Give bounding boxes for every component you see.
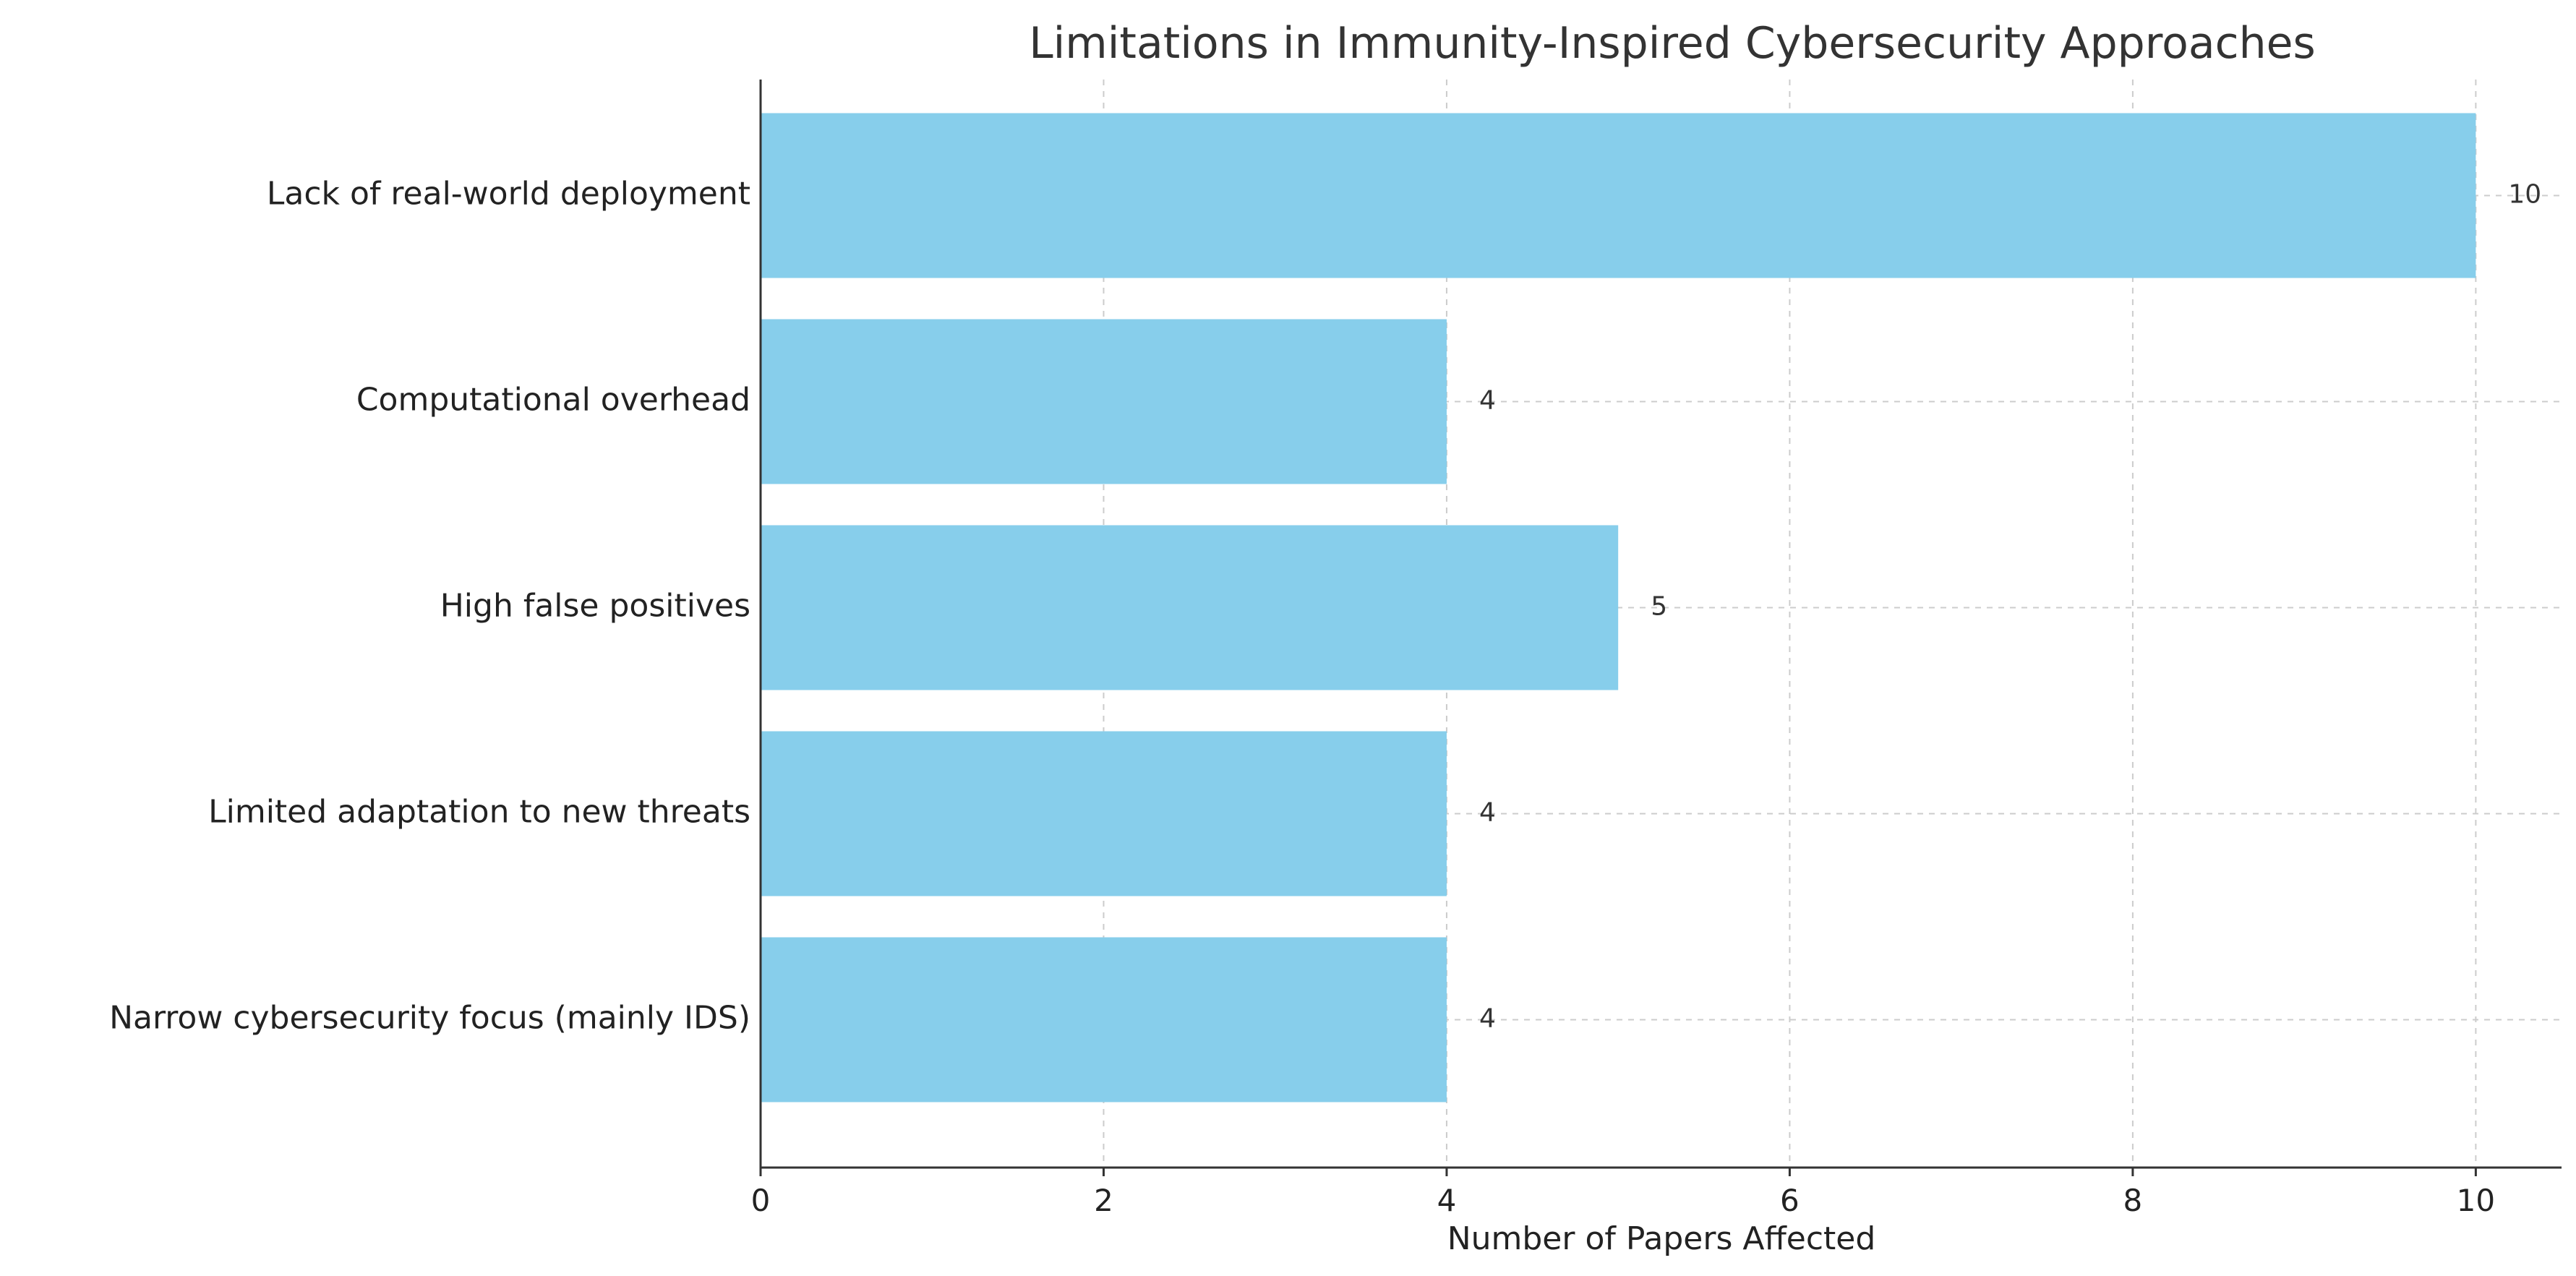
bar <box>761 319 1447 484</box>
x-tick-label: 2 <box>1094 1183 1113 1218</box>
labels: Lack of real-world deployment 10 Computati… <box>109 176 2541 1037</box>
bars <box>761 113 2476 1102</box>
bar <box>761 937 1447 1102</box>
x-tick-label: 10 <box>2457 1183 2495 1218</box>
x-tick-label: 6 <box>1780 1183 1800 1218</box>
y-category-label: Computational overhead <box>356 382 750 419</box>
x-tick-label: 8 <box>2123 1183 2143 1218</box>
x-tick-label: 4 <box>1437 1183 1457 1218</box>
y-category-label: Narrow cybersecurity focus (mainly IDS) <box>109 1000 750 1037</box>
y-category-label: High false positives <box>440 588 750 625</box>
bar <box>761 525 1619 690</box>
y-category-label: Lack of real-world deployment <box>267 176 750 213</box>
x-axis-title: Number of Papers Affected <box>1447 1220 1876 1257</box>
bar-value-label: 4 <box>1479 386 1496 416</box>
axes: 0 2 4 6 8 10 <box>751 80 2562 1218</box>
y-category-label: Limited adaptation to new threats <box>208 794 750 831</box>
bar-value-label: 4 <box>1479 798 1496 828</box>
bar-value-label: 10 <box>2508 180 2541 210</box>
bar <box>761 113 2476 278</box>
bar-value-label: 5 <box>1651 592 1667 622</box>
bar-value-label: 4 <box>1479 1004 1496 1034</box>
chart-title: Limitations in Immunity-Inspired Cyberse… <box>1029 18 2316 69</box>
x-tick-label: 0 <box>751 1183 771 1218</box>
bar <box>761 731 1447 896</box>
